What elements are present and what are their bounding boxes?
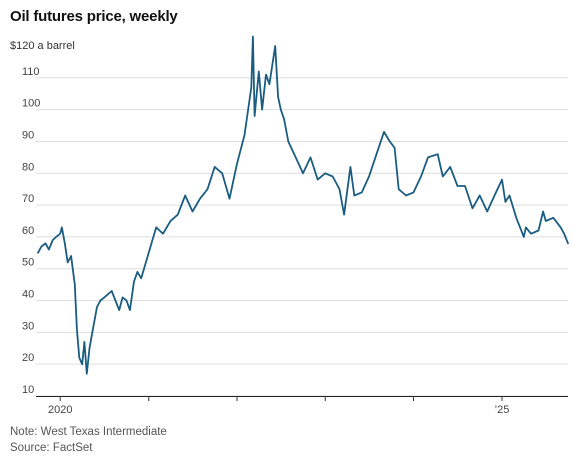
chart-title: Oil futures price, weekly <box>10 8 178 25</box>
y-tick-label: 60 <box>22 225 34 237</box>
y-tick-label: 70 <box>22 193 34 205</box>
gridlines <box>36 77 568 397</box>
y-axis-tick-labels: 10 20 30 40 50 60 70 80 90 100 110 <box>22 66 40 396</box>
y-tick-label: 90 <box>22 129 34 141</box>
x-tick-label: 2020 <box>48 404 72 416</box>
x-tick-label: ’25 <box>495 404 510 416</box>
y-tick-label: 40 <box>22 289 34 301</box>
y-tick-label: 50 <box>22 257 34 269</box>
line-chart: 10 20 30 40 50 60 70 80 90 100 110 2020 ’25 <box>22 35 569 416</box>
price-series-line <box>37 35 569 375</box>
y-tick-label: 100 <box>22 98 40 110</box>
x-axis: 2020 ’25 <box>36 396 568 416</box>
y-tick-label: 30 <box>22 320 34 332</box>
series-layer <box>37 35 569 375</box>
y-tick-label: 20 <box>22 352 34 364</box>
y-tick-label: 10 <box>22 384 34 396</box>
y-axis-unit-label: $120 a barrel <box>10 40 75 52</box>
chart-note: Note: West Texas Intermediate <box>10 426 167 438</box>
chart-source: Source: FactSet <box>10 442 93 454</box>
y-tick-label: 110 <box>22 66 40 78</box>
y-tick-label: 80 <box>22 161 34 173</box>
